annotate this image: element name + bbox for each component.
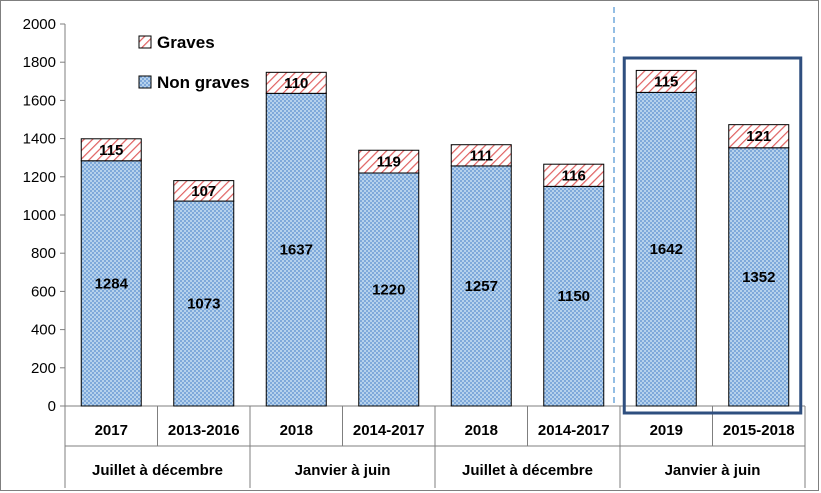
y-tick-label: 1000	[23, 207, 56, 224]
x-category-label: 2017	[95, 422, 128, 439]
legend-label-non-graves: Non graves	[157, 73, 250, 92]
data-label-non-graves: 1642	[650, 241, 683, 258]
bar-graves	[358, 149, 420, 174]
data-label-non-graves: 1284	[95, 275, 129, 292]
x-group-label: Janvier à juin	[665, 462, 761, 479]
x-category-label: 2014-2017	[353, 422, 425, 439]
y-tick-label: 1600	[23, 92, 56, 109]
y-tick-label: 0	[48, 398, 56, 415]
bar-non-graves	[265, 92, 327, 407]
y-tick-label: 1200	[23, 169, 56, 186]
data-label-graves: 121	[746, 128, 771, 145]
data-label-graves: 115	[654, 73, 678, 90]
chart-labels: 1284 115 1073 107 1637 110 1220 119 1257 111 1150 1…	[95, 73, 776, 312]
y-tick-label: 400	[31, 322, 56, 339]
chart-legend: Graves Non graves	[138, 33, 250, 92]
data-label-non-graves: 1257	[465, 278, 498, 295]
x-category-label: 2018	[465, 422, 498, 439]
bar-graves	[728, 124, 790, 149]
y-tick-label: 2000	[23, 16, 56, 33]
y-tick-label: 1400	[23, 131, 56, 148]
data-label-non-graves: 1220	[372, 281, 405, 298]
data-label-non-graves: 1352	[742, 269, 775, 286]
bar-non-graves	[450, 165, 512, 407]
data-label-graves: 107	[191, 183, 216, 200]
y-tick-label: 600	[31, 283, 56, 300]
data-label-non-graves: 1073	[187, 296, 220, 313]
x-category-label: 2013-2016	[168, 422, 240, 439]
x-group-label: Juillet à décembre	[462, 462, 593, 479]
bar-graves	[450, 144, 512, 167]
x-category-label: 2019	[650, 422, 683, 439]
data-label-graves: 110	[284, 75, 308, 92]
y-tick-label: 1800	[23, 54, 56, 71]
bar-non-graves	[728, 147, 790, 407]
data-label-non-graves: 1150	[557, 288, 590, 305]
chart-bars	[80, 56, 803, 415]
data-label-non-graves: 1637	[280, 242, 313, 259]
data-label-graves: 115	[99, 142, 123, 159]
bar-non-graves	[635, 91, 697, 407]
data-label-graves: 116	[562, 167, 586, 184]
bar-graves	[265, 71, 327, 94]
bar-graves	[173, 180, 235, 202]
bar-graves	[543, 163, 605, 187]
x-category-label: 2014-2017	[538, 422, 610, 439]
x-category-label: 2018	[280, 422, 313, 439]
legend-swatch-graves	[138, 35, 152, 49]
y-tick-label: 800	[31, 245, 56, 262]
x-category-label: 2015-2018	[723, 422, 795, 439]
bar-graves	[80, 138, 142, 162]
highlight-box	[622, 56, 803, 415]
chart-axes: 0 200 400 600 800 1000 1200 1400 1600 1800 2000 201…	[23, 7, 806, 488]
bar-non-graves	[80, 160, 142, 407]
x-group-label: Juillet à décembre	[92, 462, 223, 479]
legend-label-graves: Graves	[157, 33, 215, 52]
y-tick-label: 200	[31, 360, 56, 377]
bar-graves	[635, 69, 697, 93]
data-label-graves: 119	[377, 154, 401, 171]
bar-non-graves	[358, 172, 420, 407]
bar-non-graves	[543, 185, 605, 407]
legend-swatch-non-graves	[138, 75, 152, 89]
data-label-graves: 111	[470, 147, 493, 164]
x-group-label: Janvier à juin	[295, 462, 391, 479]
